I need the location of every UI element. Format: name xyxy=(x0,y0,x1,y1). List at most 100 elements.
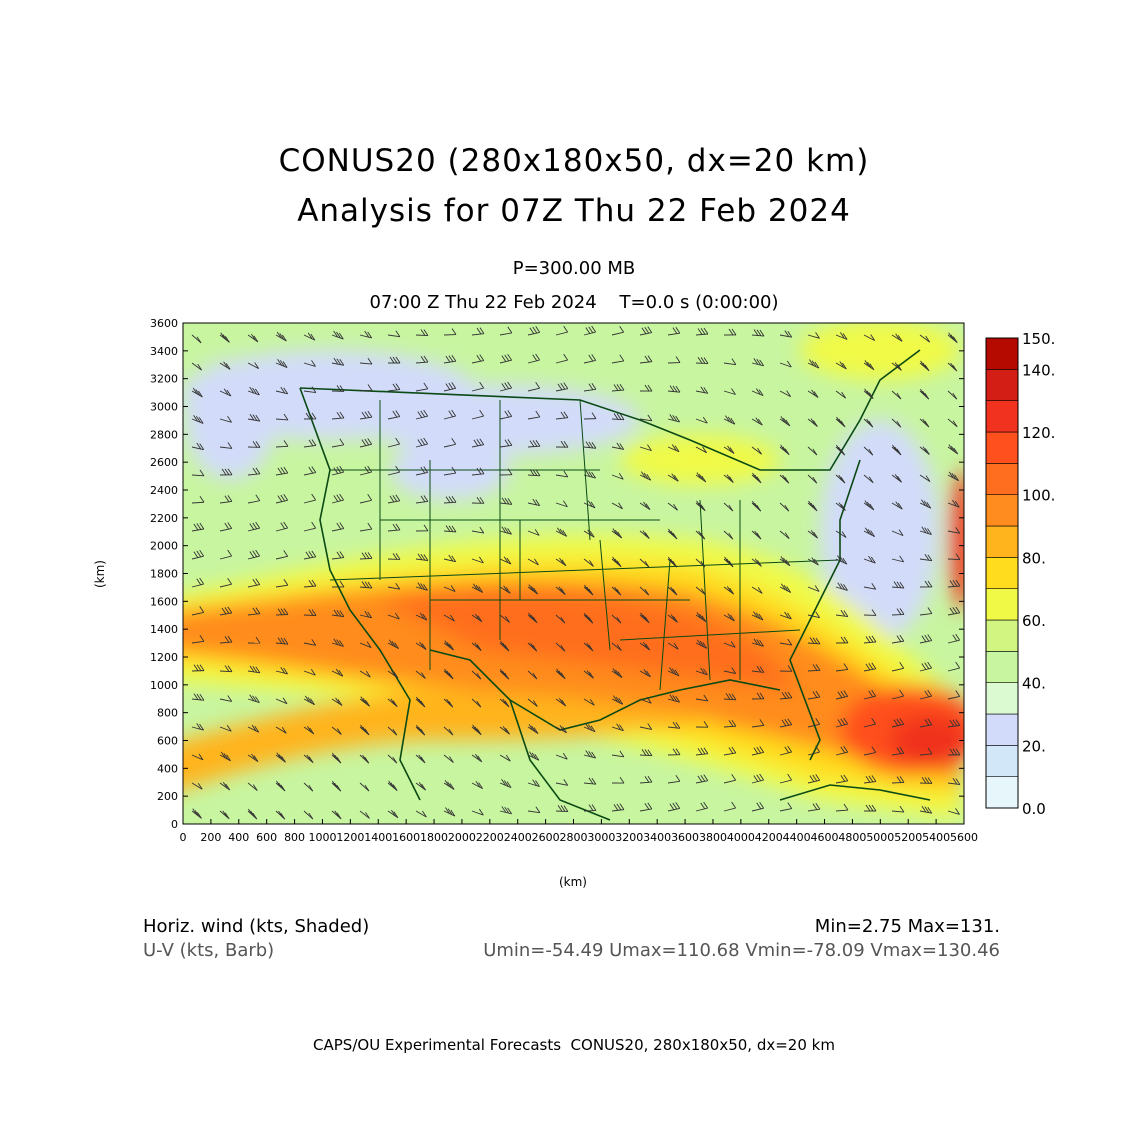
wind-barb xyxy=(611,586,622,596)
wind-barb xyxy=(639,642,651,651)
wind-barb xyxy=(275,752,286,763)
wind-barb xyxy=(863,609,877,616)
wind-barb xyxy=(303,810,314,820)
wind-barb xyxy=(891,776,905,784)
colorbar-label: 80. xyxy=(1022,549,1046,567)
x-tick-label: 3600 xyxy=(671,831,699,844)
colorbar-bin xyxy=(985,619,1019,652)
wind-barb xyxy=(331,330,344,340)
y-tick-label: 0 xyxy=(171,818,178,831)
wind-barb xyxy=(387,465,401,476)
wind-barb xyxy=(275,494,289,504)
wind-barb xyxy=(919,718,933,728)
wind-barb xyxy=(779,665,793,672)
wind-barb xyxy=(275,521,289,532)
wind-barb xyxy=(583,584,594,596)
x-tick-label: 2000 xyxy=(448,831,476,844)
wind-barb xyxy=(415,582,428,591)
wind-zone-great-lakes xyxy=(620,435,780,485)
mexico-coast-outline xyxy=(509,699,611,821)
wind-barb xyxy=(863,717,877,728)
wind-barb xyxy=(695,747,709,756)
x-tick-label: 3200 xyxy=(615,831,643,844)
wind-barb xyxy=(387,669,399,679)
colorbar-label: 60. xyxy=(1022,612,1046,630)
wind-barb xyxy=(331,522,345,532)
x-tick-label: 1000 xyxy=(308,831,336,844)
wind-barb xyxy=(863,582,877,590)
wind-barb xyxy=(667,473,679,482)
wind-barb xyxy=(443,496,457,504)
wind-barb xyxy=(303,782,314,792)
wind-barb xyxy=(499,353,513,364)
x-tick-label: 4400 xyxy=(783,831,811,844)
wind-barb xyxy=(583,750,596,759)
wind-barb xyxy=(779,638,793,646)
wind-barb xyxy=(779,474,790,484)
wind-barb xyxy=(583,777,597,785)
wind-barb xyxy=(863,775,877,784)
wind-barb xyxy=(751,638,764,647)
wind-barb xyxy=(359,410,373,420)
wind-barb xyxy=(807,389,819,398)
wind-barb xyxy=(331,726,342,735)
x-tick-label: 800 xyxy=(284,831,305,844)
wind-barb xyxy=(695,558,706,568)
wind-barb xyxy=(359,330,373,339)
wind-barb xyxy=(303,332,316,341)
wind-barb xyxy=(359,641,372,649)
wind-barb xyxy=(555,470,569,478)
wind-barb xyxy=(387,639,399,650)
wind-barb xyxy=(555,752,568,760)
wind-barb xyxy=(751,558,762,567)
colorbar-bin xyxy=(985,431,1019,464)
wind-barb xyxy=(247,665,261,674)
wind-barb xyxy=(723,613,735,622)
wind-barb xyxy=(219,416,232,423)
wind-barb xyxy=(779,611,792,620)
wind-barb xyxy=(667,556,678,568)
wind-barb xyxy=(919,554,933,562)
wind-barb xyxy=(947,390,958,400)
state-borders xyxy=(329,399,841,691)
wind-barb xyxy=(751,692,765,700)
y-tick-label: 1600 xyxy=(150,595,178,608)
wind-barb xyxy=(219,522,233,532)
wind-barb xyxy=(247,441,261,448)
wind-barb xyxy=(947,553,961,561)
wind-barb xyxy=(863,446,874,456)
wind-barb xyxy=(471,808,484,816)
wind-barb xyxy=(919,418,930,428)
wind-barb xyxy=(751,472,762,484)
wind-barb xyxy=(247,467,261,476)
wind-barb xyxy=(695,416,708,424)
wind-barb xyxy=(191,577,205,588)
wind-barb xyxy=(219,495,233,504)
wind-barb xyxy=(751,446,762,455)
wind-barb xyxy=(387,726,398,736)
wind-barb xyxy=(499,410,513,420)
colorbar-label: 40. xyxy=(1022,675,1046,693)
wind-barb xyxy=(331,638,344,647)
wind-barb xyxy=(863,662,877,672)
wind-barb xyxy=(275,413,289,421)
wind-barb xyxy=(331,465,345,476)
wind-barb xyxy=(891,608,905,616)
colorbar-bin xyxy=(985,713,1019,746)
map-subtitle: Analysis for 07Z Thu 22 Feb 2024 xyxy=(297,193,851,229)
wind-barb xyxy=(947,690,961,700)
colorbar-label: 150. xyxy=(1022,330,1055,348)
x-tick-label: 5400 xyxy=(922,831,950,844)
wind-barb xyxy=(751,417,763,426)
wind-barb xyxy=(863,500,875,511)
wind-barb xyxy=(695,667,708,676)
x-tick-label: 2400 xyxy=(504,831,532,844)
wind-barb xyxy=(303,521,317,532)
wind-barb xyxy=(443,382,457,392)
wind-barb xyxy=(779,390,791,398)
wind-barb xyxy=(695,500,706,512)
wind-barb xyxy=(947,527,961,534)
wind-barb xyxy=(499,439,513,448)
wind-barb xyxy=(695,612,707,623)
wind-barb xyxy=(639,749,653,757)
